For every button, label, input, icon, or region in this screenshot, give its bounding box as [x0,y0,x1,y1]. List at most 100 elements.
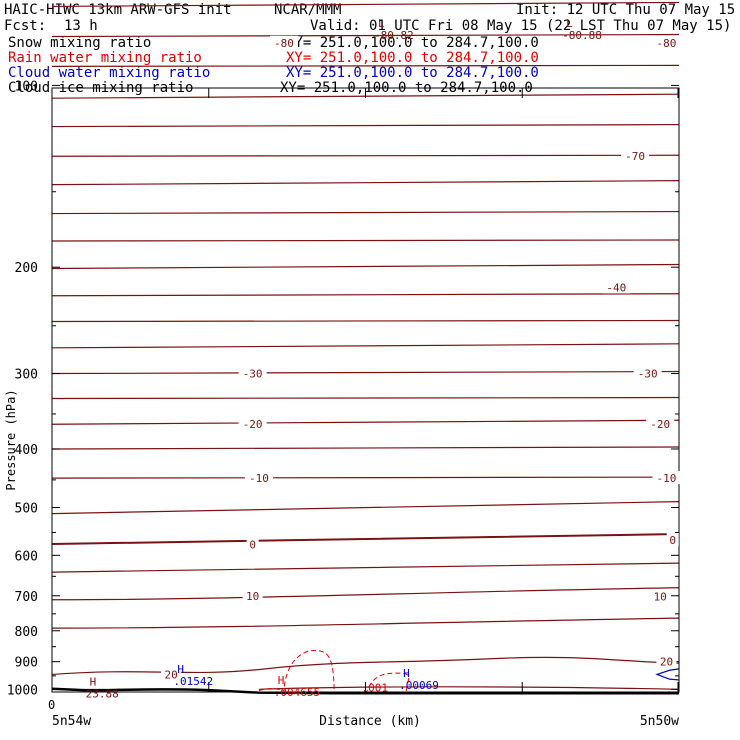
contour-label-bg [666,533,679,547]
contour-labels: -80 -80 -70 -40 -30 -30 -20 -20 -10 -10 0 0 10 10 20 20 [161,35,681,681]
isotherm-label: -30 [243,368,263,381]
extremum-value: -80.82 [374,29,414,42]
isotherm-label: -10 [657,472,677,485]
isotherm [51,239,680,242]
contour-label-bg [246,537,259,551]
isotherm-label: 10 [246,590,259,603]
isotherm-label: 20 [660,656,673,669]
extremum-mark: L [566,17,573,30]
field-snow-label: Snow mixing ratio [8,35,152,51]
isotherm [51,180,680,186]
isotherm-label: 10 [654,591,667,604]
forecast-hour: 13 h [64,18,98,34]
contour-label-bg [633,366,662,380]
isotherm [51,319,680,323]
field-cloudwater-xy: XY= 251.0,100.0 to 284.7,100.0 [286,65,539,81]
contour-label-bg [621,149,650,163]
extremum-value: .001 [362,681,389,694]
isotherm-label: -40 [606,281,626,294]
extremum-mark: H [90,675,97,688]
contour-label-bg [652,35,681,49]
isotherm [51,210,680,215]
y-tick-label: 1000 [7,683,38,698]
contour-label-bg [238,417,267,431]
isotherm [51,64,680,67]
contour-label-bg [602,280,631,294]
isotherm [51,343,680,349]
extremum-value: 23.88 [86,687,119,700]
isotherm-label: 0 [249,539,256,552]
isotherm-label: 0 [669,534,676,547]
x-axis [51,88,679,692]
isotherm-label: -20 [650,418,670,431]
y-tick-label: 500 [15,502,38,517]
isotherm-label: -80 [274,37,294,50]
extremum-value: -80.88 [562,29,602,42]
valid-time: Valid: 01 UTC Fri 08 May 15 (22 LST Thu … [310,18,732,34]
isotherm [258,686,680,690]
init-time: Init: 12 UTC Thu 07 May 15 [516,2,736,18]
cloud-water-contour [655,668,680,681]
isotherm [51,656,680,676]
isotherm [51,617,680,629]
rain-contour [258,688,285,692]
contour-label-bg [244,471,273,485]
isotherm [51,587,680,601]
y-tick-label: 400 [15,443,38,458]
field-rain-label: Rain water mixing ratio [8,50,202,66]
isotherm [51,293,680,297]
x-start-label: 5n54w [52,714,91,729]
contour-label-bg [238,366,267,380]
isotherm [51,1,680,8]
isotherm [51,476,680,479]
plot-frame [51,87,680,693]
extremum-mark: H [278,674,285,687]
y-tick-label: 200 [15,261,38,276]
contour-label-bg [656,654,677,668]
extremum-mark: H [177,663,184,676]
contour-label-bg [652,471,681,485]
isotherm [51,500,680,515]
extremum-mark: H [403,667,410,680]
isotherm-label: -10 [249,472,269,485]
field-cloudwater-label: Cloud water mixing ratio [8,65,211,81]
extremum-value: .004655 [274,686,320,699]
y-tick-label: 700 [15,590,38,605]
forecast-label: Fcst: [4,18,47,34]
contour-label-bg [269,35,298,49]
isotherm-label: -80 [657,37,677,50]
isotherm [51,396,680,400]
extremum-value: .01542 [173,675,213,688]
isotherm-label: -30 [638,368,658,381]
x-zero-label: 0 [48,698,55,712]
y-tick-label: 600 [15,549,38,564]
organization: NCAR/MMM [274,2,342,18]
isotherm [51,33,680,38]
contour-label-bg [242,588,263,602]
isotherm [51,419,680,425]
x-axis-label: Distance (km) [319,714,421,729]
isotherm [51,263,680,270]
contour-label-bg [650,589,671,603]
isotherm [51,562,680,573]
extremum-value: .00069 [399,679,439,692]
y-tick-label: 100 [15,79,38,94]
extremum-mark: L [378,17,385,30]
rain-contour [365,672,410,695]
y-tick-label: 900 [15,656,38,671]
isotherm [51,446,680,450]
rain-contour [283,649,335,695]
y-tick-label: 300 [15,368,38,383]
contour-label-bg [646,417,675,431]
isotherm [51,123,680,128]
isotherm-label: -20 [243,418,263,431]
isotherm [51,93,680,99]
isotherm-label: 20 [165,668,178,681]
y-axis-label: Pressure (hPa) [4,389,18,490]
hydrometeor-contours [258,649,680,695]
isotherm [51,154,680,157]
isotherm-label: -70 [625,150,645,163]
